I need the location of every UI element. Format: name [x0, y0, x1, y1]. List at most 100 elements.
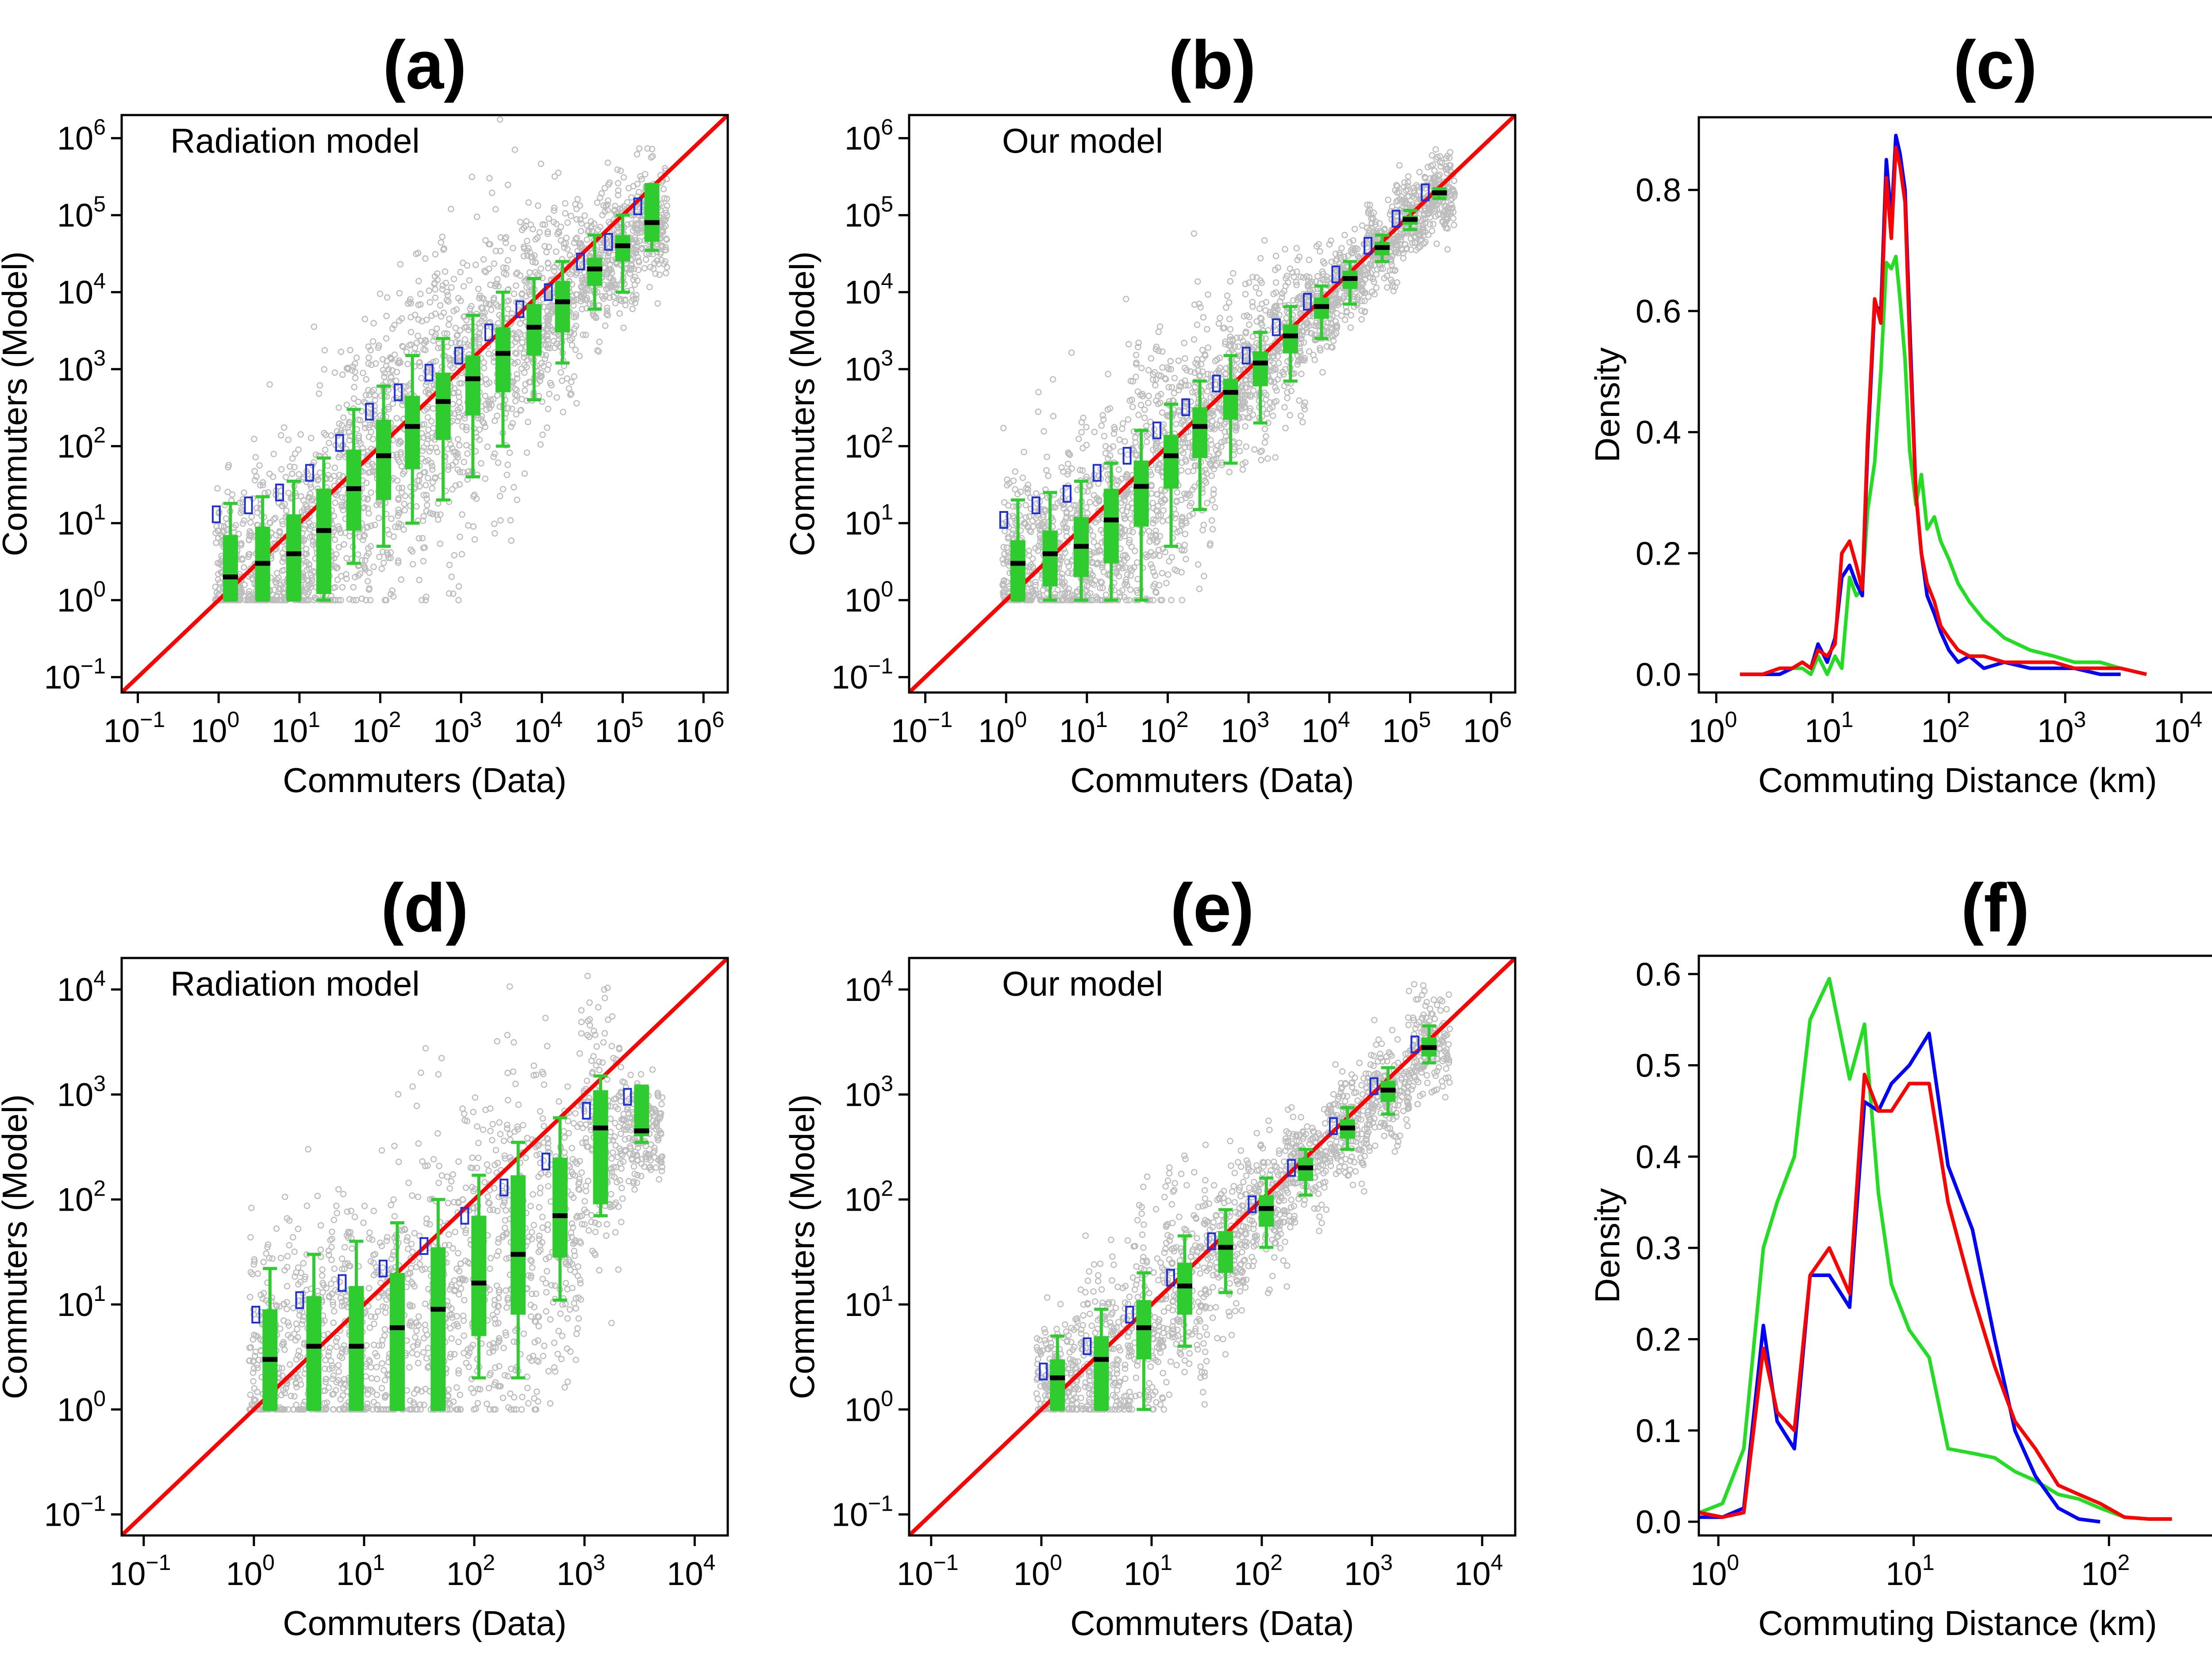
scatter-point: [472, 537, 477, 542]
scatter-point: [1397, 163, 1402, 168]
scatter-point: [504, 472, 510, 477]
scatter-point: [1022, 450, 1027, 455]
scatter-point: [489, 190, 495, 196]
scatter-point: [647, 285, 652, 290]
scatter-point: [1091, 533, 1096, 539]
scatter-point: [569, 342, 575, 348]
scatter-point: [298, 432, 303, 437]
scatter-point: [1342, 317, 1348, 323]
scatter-point: [1297, 398, 1302, 403]
scatter-point: [457, 400, 462, 405]
scatter-point: [568, 213, 574, 219]
scatter-point: [447, 562, 452, 568]
plot-area: [122, 115, 728, 692]
scatter-point: [525, 239, 530, 244]
scatter-point: [1150, 500, 1156, 506]
scatter-point: [270, 474, 276, 480]
scatter-point: [447, 316, 452, 321]
scatter-point: [423, 256, 428, 261]
scatter-point: [561, 409, 566, 415]
box-body: [615, 235, 630, 262]
scatter-point: [427, 300, 433, 305]
scatter-point: [1190, 468, 1196, 473]
scatter-point: [509, 538, 514, 543]
scatter-point: [462, 337, 468, 342]
scatter-point: [248, 520, 253, 525]
scatter-point: [326, 440, 332, 446]
scatter-point: [1129, 544, 1134, 550]
scatter-point: [469, 174, 475, 180]
scatter-point: [412, 312, 418, 318]
scatter-point: [498, 518, 503, 523]
x-tick-label: 100: [191, 707, 239, 749]
box: [245, 497, 270, 600]
scatter-point: [524, 450, 530, 455]
scatter-point: [1063, 550, 1068, 555]
scatter-point: [1045, 473, 1051, 478]
scatter-point: [1210, 497, 1215, 503]
scatter-point: [1126, 342, 1131, 347]
scatter-point: [1320, 369, 1325, 375]
scatter-point: [381, 560, 387, 566]
y-tick-label: 106: [57, 115, 106, 157]
scatter-point: [430, 464, 435, 469]
scatter-point: [369, 490, 374, 495]
scatter-point: [423, 483, 428, 488]
scatter-point: [492, 451, 497, 456]
scatter-point: [452, 553, 457, 558]
scatter-point: [394, 416, 399, 421]
scatter-point: [505, 306, 511, 312]
scatter-point: [435, 501, 441, 506]
scatter-point: [526, 200, 531, 205]
scatter-point: [344, 556, 349, 561]
scatter-point: [1348, 325, 1353, 331]
scatter-point: [1210, 527, 1215, 532]
scatter-point: [1179, 597, 1185, 603]
scatter-point: [1197, 586, 1202, 592]
scatter-point: [560, 378, 565, 384]
scatter-point: [1172, 375, 1177, 381]
scatter-point: [331, 473, 337, 479]
scatter-point: [332, 370, 338, 375]
scatter-point: [1183, 356, 1188, 361]
scatter-point: [1183, 557, 1189, 562]
scatter-point: [1244, 444, 1249, 450]
scatter-point: [1206, 345, 1211, 350]
scatter-point: [1204, 500, 1210, 506]
scatter-point: [458, 269, 463, 275]
y-tick-label: 101: [57, 500, 106, 542]
scatter-point: [1287, 412, 1293, 418]
scatter-point: [1273, 455, 1278, 460]
scatter-point: [303, 523, 308, 528]
scatter-point: [455, 419, 461, 424]
scatter-point: [476, 286, 481, 292]
panel-a: (a)10−1 100 101 102 103 104 105 10610−110010110…: [0, 27, 728, 800]
scatter-point: [1253, 285, 1259, 290]
scatter-point: [404, 349, 409, 354]
scatter-point: [485, 444, 490, 450]
x-tick-label: 103: [433, 707, 482, 749]
scatter-point: [1169, 597, 1174, 603]
scatter-point: [1013, 487, 1018, 492]
scatter-point: [1198, 304, 1203, 310]
scatter-point: [605, 160, 611, 165]
scatter-point: [1103, 450, 1108, 456]
scatter-point: [395, 478, 400, 483]
scatter-point: [1283, 425, 1288, 431]
scatter-point: [465, 451, 470, 456]
scatter-point: [637, 146, 642, 151]
scatter-point: [348, 347, 353, 353]
scatter-point: [1146, 393, 1152, 399]
scatter-point: [1386, 197, 1391, 203]
scatter-point: [464, 442, 469, 448]
scatter-point: [483, 269, 488, 275]
scatter-point: [1201, 315, 1206, 320]
box: [213, 504, 238, 600]
scatter-point: [649, 155, 654, 160]
scatter-point: [1144, 439, 1149, 445]
scatter-point: [1216, 321, 1221, 326]
scatter-point: [1223, 305, 1229, 310]
scatter-point: [1208, 395, 1214, 400]
scatter-point: [1306, 257, 1312, 262]
scatter-point: [325, 463, 330, 469]
